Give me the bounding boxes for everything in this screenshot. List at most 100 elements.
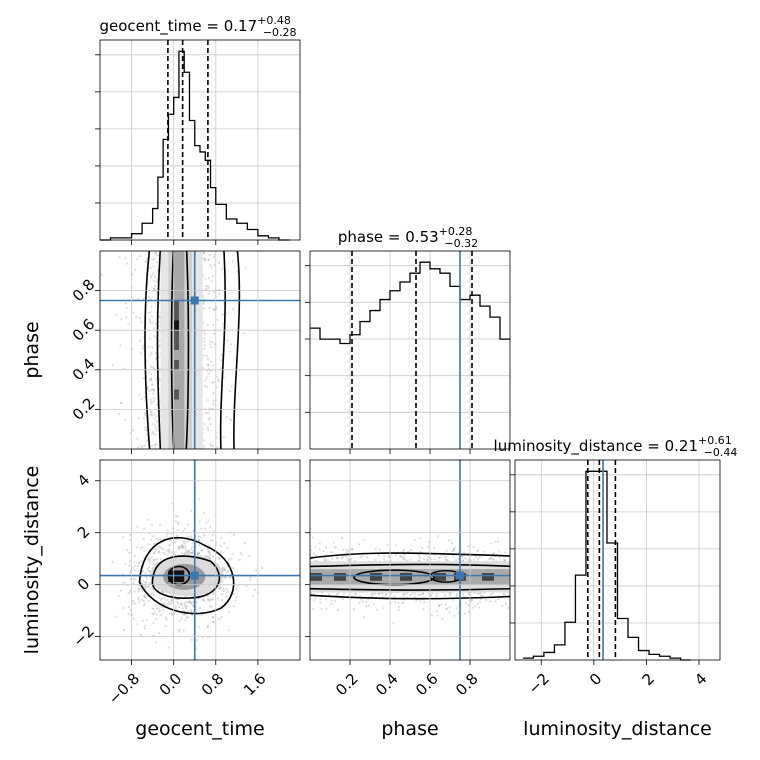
sample-point (360, 598, 363, 601)
sample-point (453, 548, 456, 552)
sample-point (161, 602, 165, 605)
sample-point (153, 367, 156, 370)
sample-point (438, 556, 442, 559)
sample-point (204, 411, 207, 415)
contour-line (170, 251, 190, 449)
sample-point (182, 629, 185, 632)
sample-point (342, 548, 345, 552)
sample-point (187, 549, 191, 553)
sample-point (137, 598, 140, 601)
sample-point (149, 562, 152, 565)
sample-point (427, 541, 431, 544)
sample-point (143, 413, 146, 417)
sample-point (161, 547, 165, 551)
sample-point (148, 557, 151, 560)
sample-point (137, 588, 141, 591)
sample-point (491, 552, 495, 555)
sample-point (158, 367, 161, 370)
sample-point (154, 424, 157, 427)
sample-point (183, 552, 186, 555)
sample-point (318, 548, 321, 551)
sample-point (137, 590, 140, 593)
sample-point (157, 550, 161, 553)
sample-point (171, 613, 174, 617)
sample-point (318, 542, 321, 545)
sample-point (202, 301, 206, 304)
sample-point (435, 610, 438, 613)
sample-point (162, 591, 165, 594)
sample-point (167, 646, 170, 649)
sample-point (205, 288, 208, 291)
sample-point (417, 554, 420, 557)
sample-point (149, 398, 152, 401)
sample-point (205, 354, 208, 358)
sample-point (176, 545, 179, 549)
sample-point (357, 543, 361, 546)
sample-point (403, 558, 406, 561)
sample-point (158, 293, 161, 296)
sample-point (136, 437, 139, 440)
sample-point (174, 605, 177, 608)
sample-point (436, 614, 439, 617)
sample-point (146, 585, 150, 589)
sample-point (142, 345, 145, 348)
sample-point (203, 344, 206, 347)
sample-point (155, 547, 158, 550)
sample-point (207, 364, 210, 368)
sample-point (478, 592, 481, 595)
sample-point (220, 353, 223, 357)
sample-point (203, 257, 206, 260)
sample-point (208, 343, 212, 346)
sample-point (203, 599, 206, 602)
sample-point (133, 590, 136, 593)
sample-point (202, 511, 205, 514)
sample-point (195, 608, 198, 612)
sample-point (472, 558, 475, 562)
sample-point (210, 598, 214, 601)
sample-point (119, 344, 122, 347)
sample-point (402, 601, 405, 604)
sample-point (210, 346, 213, 349)
sample-point (155, 357, 158, 360)
sample-point (418, 559, 421, 562)
title-lower-error: −0.28 (263, 26, 297, 39)
sample-point (170, 599, 173, 602)
sample-point (148, 559, 151, 563)
sample-point (212, 555, 215, 558)
sample-point (212, 308, 215, 311)
contour-line (310, 594, 510, 600)
sample-point (203, 384, 207, 388)
sample-point (211, 616, 215, 619)
sample-point (148, 582, 151, 585)
sample-point (155, 415, 158, 418)
density-cell (173, 310, 179, 321)
sample-point (153, 433, 156, 436)
sample-point (133, 569, 137, 572)
sample-point (168, 600, 171, 603)
sample-point (454, 559, 458, 562)
sample-point (336, 557, 339, 560)
xtick-label-phase: 0.8 (452, 670, 482, 700)
sample-point (401, 550, 404, 553)
sample-point (157, 610, 161, 613)
sample-point (150, 593, 153, 596)
sample-point (212, 403, 215, 406)
sample-point (152, 388, 155, 391)
sample-point (248, 554, 251, 558)
sample-point (119, 589, 122, 592)
sample-point (489, 556, 493, 560)
sample-point (192, 549, 195, 552)
sample-point (165, 549, 168, 552)
sample-point (197, 498, 201, 501)
sample-point (179, 545, 182, 548)
sample-point (186, 535, 189, 538)
sample-point (145, 258, 149, 261)
sample-point (140, 320, 143, 323)
sample-point (435, 592, 439, 596)
sample-point (223, 576, 226, 579)
density-cell (310, 572, 322, 581)
sample-point (210, 266, 213, 269)
hist-luminosity_distance-frame (514, 459, 721, 661)
sample-point (461, 554, 464, 558)
sample-point (455, 607, 458, 610)
